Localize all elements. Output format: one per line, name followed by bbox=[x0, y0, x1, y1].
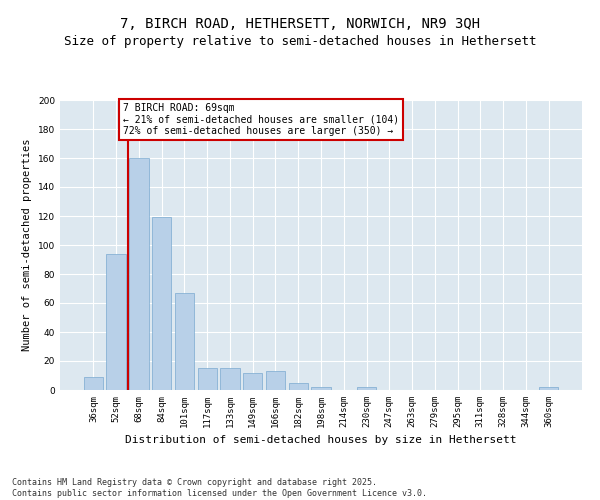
Bar bbox=[311, 387, 331, 390]
Bar bbox=[106, 254, 126, 390]
Bar bbox=[175, 293, 194, 390]
Bar bbox=[289, 383, 308, 390]
Bar bbox=[220, 368, 239, 390]
Bar bbox=[266, 371, 285, 390]
Text: 7 BIRCH ROAD: 69sqm
← 21% of semi-detached houses are smaller (104)
72% of semi-: 7 BIRCH ROAD: 69sqm ← 21% of semi-detach… bbox=[122, 103, 399, 136]
Y-axis label: Number of semi-detached properties: Number of semi-detached properties bbox=[22, 138, 32, 352]
Text: Size of property relative to semi-detached houses in Hethersett: Size of property relative to semi-detach… bbox=[64, 35, 536, 48]
Text: Contains HM Land Registry data © Crown copyright and database right 2025.
Contai: Contains HM Land Registry data © Crown c… bbox=[12, 478, 427, 498]
Bar bbox=[357, 387, 376, 390]
Bar bbox=[152, 218, 172, 390]
Bar bbox=[243, 372, 262, 390]
Bar bbox=[129, 158, 149, 390]
Text: 7, BIRCH ROAD, HETHERSETT, NORWICH, NR9 3QH: 7, BIRCH ROAD, HETHERSETT, NORWICH, NR9 … bbox=[120, 18, 480, 32]
Bar bbox=[197, 368, 217, 390]
Bar bbox=[84, 377, 103, 390]
Bar bbox=[539, 387, 558, 390]
X-axis label: Distribution of semi-detached houses by size in Hethersett: Distribution of semi-detached houses by … bbox=[125, 436, 517, 446]
